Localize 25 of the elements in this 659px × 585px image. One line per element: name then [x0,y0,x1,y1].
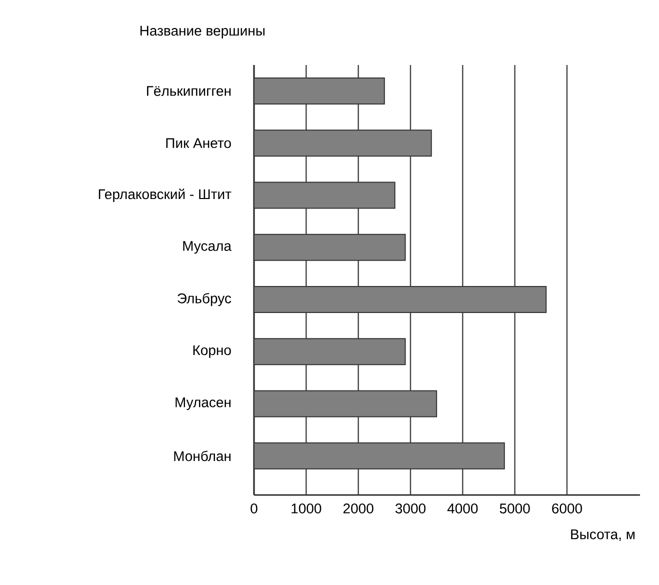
y-tick-label: Мусала [183,241,232,254]
x-tick-label: 3000 [395,504,426,514]
y-tick-label: Муласен [176,398,231,410]
x-tick-label: 2000 [343,504,374,514]
bar [254,442,505,470]
bar [254,130,432,157]
y-tick-label: Пик Ането [166,138,231,148]
x-tick-label: 6000 [552,504,582,514]
bar [254,182,396,209]
y-tick-label: Гёлькипигген [147,86,231,96]
bar [254,78,385,105]
bar [254,390,438,418]
x-tick-label: 1000 [292,504,322,514]
x-tick-label: 4000 [447,504,478,514]
bar [254,234,406,261]
y-tick-label: Эльбрус [178,292,232,306]
y-tick-label: Монблан [174,450,231,462]
x-axis-title: Высота, м [571,530,634,541]
x-tick-label: 0 [250,504,258,514]
y-tick-label: Корно [193,345,231,358]
bar [254,286,547,314]
y-tick-label: Герлаковский - Штит [98,188,232,202]
x-tick-label: 5000 [500,504,530,514]
y-axis-title: Название вершины [140,26,264,38]
bar [254,338,406,366]
